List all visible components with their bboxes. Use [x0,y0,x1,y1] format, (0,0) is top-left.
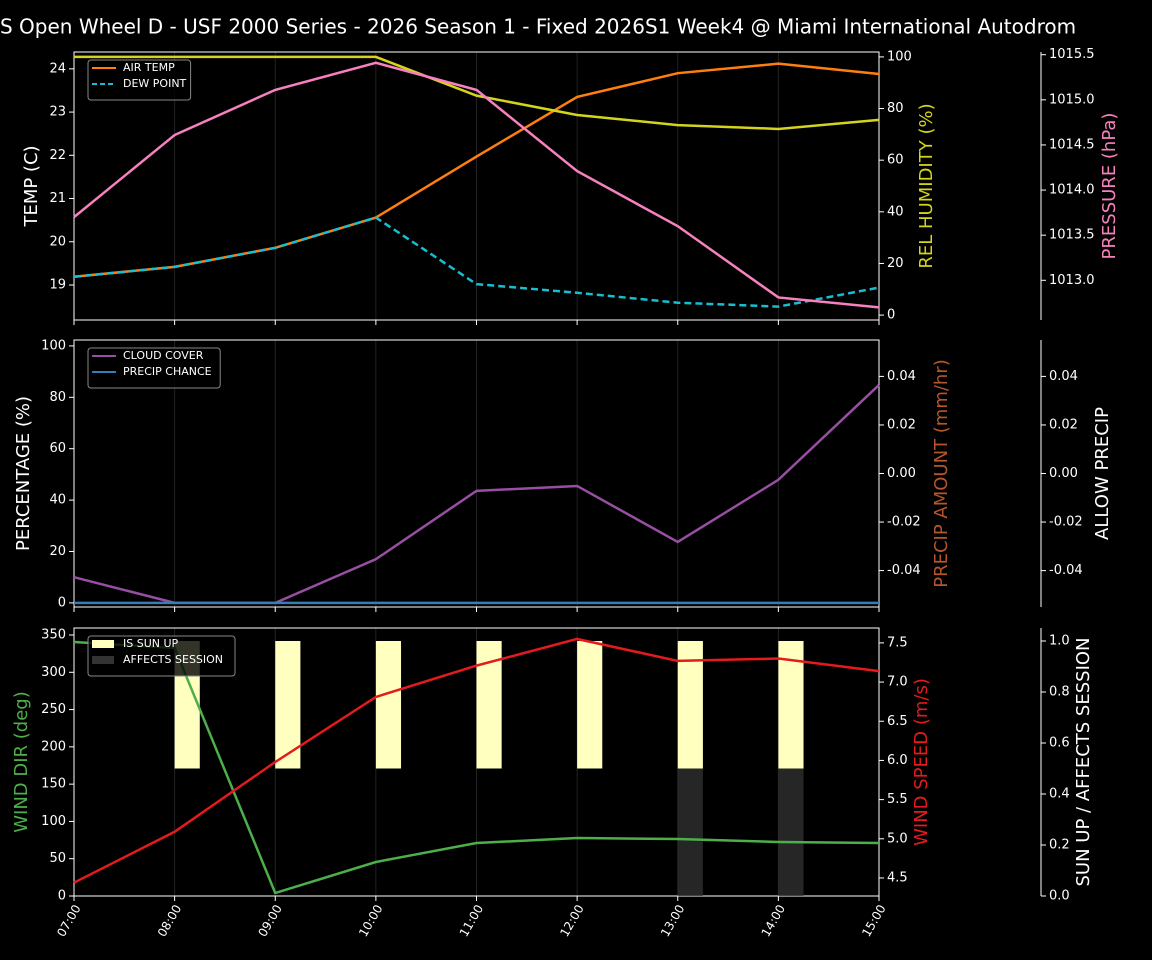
y-tick-label: 0 [58,889,66,904]
y2-tick-label: 7.5 [887,635,908,650]
line-series [74,55,880,131]
y-tick-label: 100 [41,338,66,353]
y2-tick-label: 6.5 [887,714,908,729]
y2-tick-label: 0.04 [887,369,916,384]
y3-tick-label: -0.04 [1049,563,1083,578]
legend-swatch [92,640,114,648]
bar [677,768,703,896]
y3-tick-label: 0.2 [1049,838,1070,853]
y2-tick-label: 60 [887,153,904,168]
y-tick-label: 250 [41,702,66,717]
y3-tick-label: 0.02 [1049,417,1078,432]
y-tick-label: 100 [41,814,66,829]
y2-tick-label: 100 [887,49,912,64]
legend-label: DEW POINT [123,77,187,90]
y-axis-label: WIND DIR (deg) [11,691,32,833]
line-series [73,61,880,309]
y-tick-label: 350 [41,628,66,643]
y2-axis-label: PRECIP AMOUNT (mm/hr) [931,359,952,588]
legend-label: IS SUN UP [123,637,179,650]
line-series [73,640,880,895]
y-tick-label: 23 [49,105,66,120]
y3-tick-label: -0.02 [1049,515,1083,530]
y2-axis-label: WIND SPEED (m/s) [911,678,932,846]
y2-tick-label: -0.02 [887,515,921,530]
y3-axis-label: SUN UP / AFFECTS SESSION [1073,637,1094,886]
y-axis-label: TEMP (C) [21,145,42,227]
y-tick-label: 19 [49,277,66,292]
legend-label: PRECIP CHANCE [123,365,212,378]
line-series [73,216,880,308]
y2-tick-label: 0.00 [887,466,916,481]
y2-tick-label: 20 [887,256,904,271]
bar [778,768,804,896]
y-tick-label: 20 [49,544,66,559]
y3-tick-label: 0.04 [1049,369,1078,384]
y-tick-label: 80 [49,390,66,405]
y3-tick-label: 1015.5 [1049,47,1095,62]
y2-tick-label: 0 [887,308,895,323]
bar [577,641,603,769]
y2-tick-label: 6.0 [887,753,908,768]
y3-tick-label: 1015.0 [1049,92,1095,107]
y3-tick-label: 0.8 [1049,685,1070,700]
legend-box [87,347,221,389]
y2-tick-label: 40 [887,204,904,219]
y-tick-label: 24 [49,61,66,76]
y2-tick-label: 80 [887,101,904,116]
legend-box [87,635,236,677]
y2-tick-label: 7.0 [887,675,908,690]
y-tick-label: 50 [49,851,66,866]
y3-tick-label: 0.00 [1049,466,1078,481]
y2-tick-label: -0.04 [887,563,921,578]
y-tick-label: 300 [41,665,66,680]
y3-axis-label: PRESSURE (hPa) [1099,113,1120,260]
y-tick-label: 21 [49,191,66,206]
y-tick-label: 0 [58,595,66,610]
y2-tick-label: 5.5 [887,792,908,807]
y3-tick-label: 1014.5 [1049,137,1095,152]
plot-frame [73,339,880,608]
y3-tick-label: 1.0 [1049,634,1070,649]
y2-tick-label: 4.5 [887,870,908,885]
legend-label: AFFECTS SESSION [123,653,223,666]
y-tick-label: 20 [49,234,66,249]
bar [375,641,402,769]
y3-tick-label: 0.6 [1049,736,1070,751]
y3-tick-label: 0.0 [1049,889,1070,904]
y2-tick-label: 0.02 [887,417,916,432]
y-tick-label: 22 [49,148,66,163]
y-tick-label: 200 [41,739,66,754]
y-tick-label: 40 [49,493,66,508]
y-axis-label: PERCENTAGE (%) [13,396,34,551]
y3-tick-label: 1014.0 [1049,183,1095,198]
y2-axis-label: REL HUMIDITY (%) [916,103,937,268]
plot-frame [73,51,880,321]
y3-tick-label: 0.4 [1049,787,1070,802]
line-series [73,637,880,884]
plot-frame [73,627,880,897]
y-tick-label: 150 [41,777,66,792]
legend-label: CLOUD COVER [123,349,204,362]
y3-tick-label: 1013.0 [1049,273,1095,288]
y2-tick-label: 5.0 [887,831,908,846]
legend-box [87,59,192,101]
y-tick-label: 60 [49,441,66,456]
bar [677,641,703,769]
y3-axis-label: ALLOW PRECIP [1092,407,1113,540]
chart-title: S Open Wheel D - USF 2000 Series - 2026 … [0,15,1076,39]
y3-tick-label: 1013.5 [1049,228,1095,243]
legend-swatch [92,656,114,664]
legend-label: AIR TEMP [123,61,175,74]
